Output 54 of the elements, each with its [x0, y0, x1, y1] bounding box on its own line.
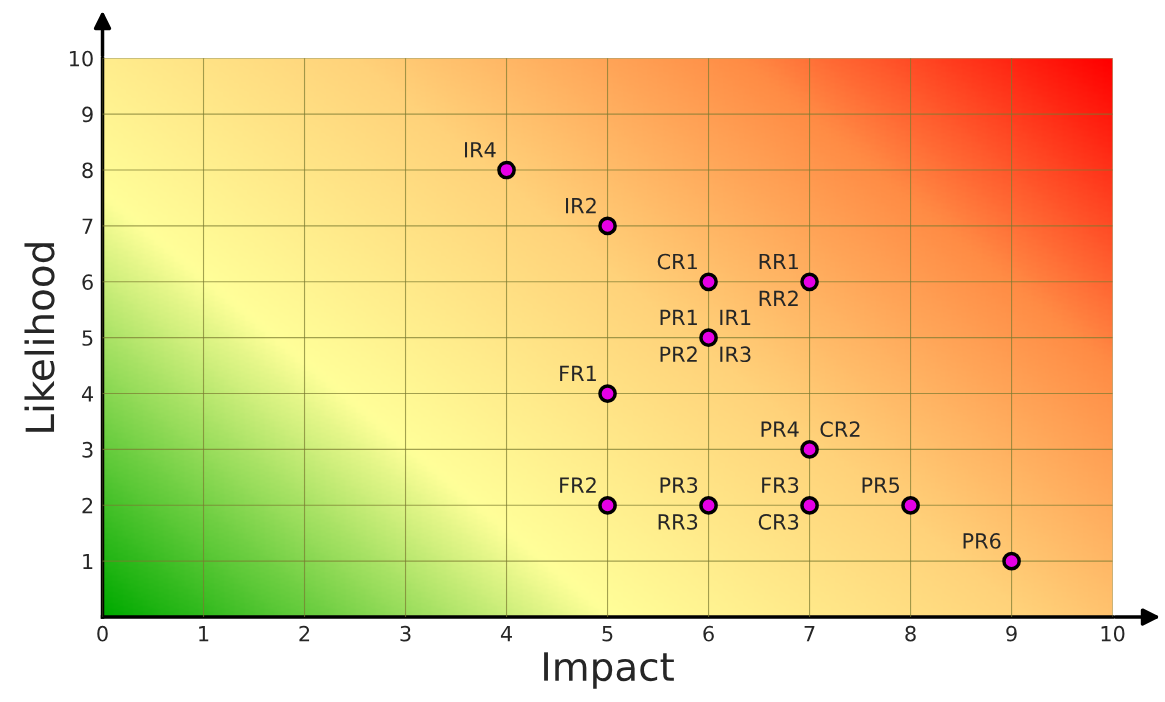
- point: [699, 495, 718, 515]
- x-tick-label: 3: [400, 625, 411, 642]
- point: [598, 384, 617, 403]
- y-axis-title: Likelihood: [24, 243, 55, 432]
- annotation: RR1: [759, 253, 798, 270]
- y-tick-label: 9: [82, 106, 93, 123]
- x-tick-label: 8: [905, 625, 916, 642]
- annotation: RR2: [759, 290, 798, 306]
- point: [800, 495, 819, 515]
- point: [901, 495, 920, 515]
- x-tick-label: 4: [500, 626, 512, 642]
- annotation: IR2: [565, 197, 596, 214]
- point: [598, 216, 617, 236]
- y-tick-label: 3: [82, 441, 93, 458]
- point: [497, 160, 516, 180]
- x-tick-label: 7: [804, 626, 815, 642]
- annotation: IR1: [720, 309, 751, 325]
- point: [800, 440, 819, 459]
- point: [598, 495, 617, 515]
- x-tick-label: 6: [703, 625, 714, 642]
- x-axis-title: Impact: [544, 652, 674, 689]
- y-tick-label: 2: [82, 497, 93, 514]
- x-tick-label: 10: [1101, 625, 1125, 642]
- y-tick-label: 10: [69, 50, 93, 67]
- y-tick-label: 5: [82, 330, 93, 346]
- annotation: PR3: [660, 477, 698, 493]
- y-tick-label: 8: [82, 162, 93, 179]
- y-tick-label: 1: [83, 553, 93, 570]
- annotation: FR3: [762, 477, 799, 493]
- annotation: PR4: [761, 421, 799, 437]
- y-tick-label: 7: [82, 218, 93, 234]
- annotation: IR3: [720, 346, 751, 363]
- annotation: PR6: [963, 533, 1001, 549]
- annotation: CR1: [657, 253, 697, 270]
- point: [1002, 551, 1021, 571]
- x-tick-label: 1: [199, 626, 209, 642]
- x-tick-label: 5: [602, 626, 613, 642]
- annotation: PR5: [862, 477, 900, 493]
- annotation: PR2: [660, 346, 697, 362]
- x-tick-label: 0: [97, 625, 108, 642]
- y-tick-label: 6: [82, 274, 93, 290]
- annotation: PR1: [660, 309, 697, 325]
- annotation: FR2: [560, 477, 596, 493]
- annotation: IR4: [464, 142, 496, 158]
- point: [699, 328, 718, 348]
- x-tick-label: 9: [1006, 625, 1017, 642]
- y-tick-label: 4: [81, 386, 94, 402]
- x-tick-label: 2: [299, 625, 310, 642]
- annotation: FR1: [560, 365, 596, 381]
- annotation: CR2: [820, 421, 860, 438]
- point: [699, 272, 718, 292]
- annotation: CR3: [758, 514, 799, 530]
- annotation: RR3: [658, 514, 698, 530]
- point: [800, 272, 819, 292]
